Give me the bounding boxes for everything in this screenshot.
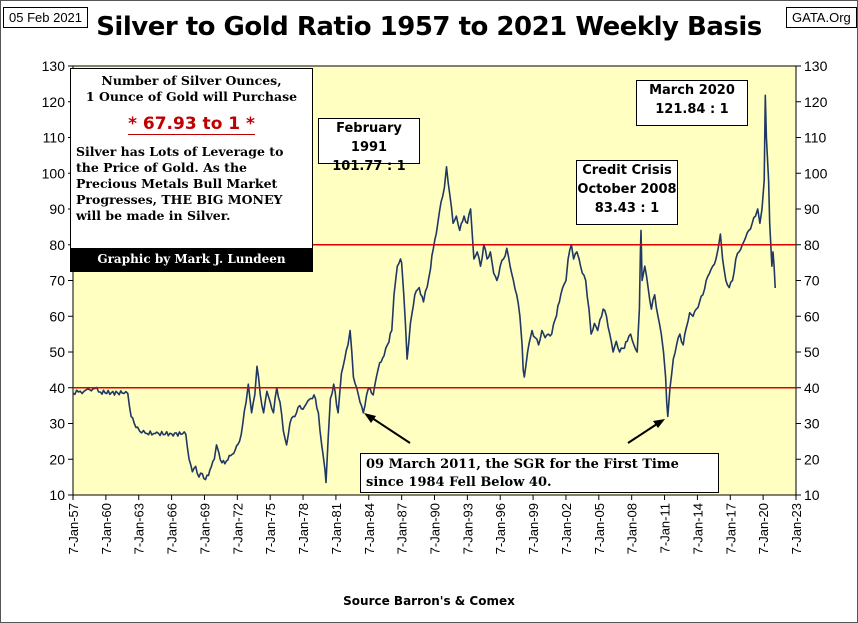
annotation-feb1991: February 1991 101.77 : 1 [318,118,420,174]
x-tick-label: 7-Jan-11 [658,503,673,553]
info-body-line: Precious Metals Bull Market [76,176,278,191]
x-tick-label: 7-Jan-72 [230,503,245,554]
y-tick-label-left: 90 [49,201,65,217]
x-tick-label: 7-Jan-05 [592,503,607,554]
info-heading-line-2: 1 Ounce of Gold will Purchase [85,89,298,104]
site-label: GATA.Org [786,7,857,28]
y-tick-label-right: 50 [804,344,820,360]
x-tick-label: 7-Jan-02 [559,503,574,554]
x-tick-label: 7-Jan-66 [165,503,180,554]
x-tick-label: 7-Jan-99 [526,503,541,554]
y-tick-label-left: 30 [49,416,65,432]
y-tick-label-right: 90 [804,201,820,217]
x-axis: 7-Jan-57 7-Jan-60 7-Jan-63 7-Jan-66 7-Jan-69… [66,495,804,554]
y-tick-label-right: 120 [804,94,828,110]
x-tick-label: 7-Jan-60 [99,503,114,554]
y-axis-left: 10 20 30 40 50 60 70 80 90 100 110 120 130 [42,58,73,503]
y-tick-label-right: 40 [804,380,820,396]
annotation-march2020-line1: March 2020 [649,83,735,98]
annotation-sgr2011-line2: since 1984 Fell Below 40. [366,475,552,490]
y-tick-label-left: 120 [42,94,66,110]
y-tick-label-right: 60 [804,308,820,324]
annotation-sgr2011: 09 March 2011, the SGR for the First Tim… [360,453,719,493]
y-tick-label-left: 110 [43,130,66,146]
arrow-1984 [368,415,411,444]
arrowhead-2011 [653,419,665,428]
info-heading: Number of Silver Ounces, 1 Ounce of Gold… [71,73,312,105]
y-tick-label-left: 100 [42,165,66,181]
x-tick-label: 7-Jan-81 [329,503,344,554]
x-tick-label: 7-Jan-20 [756,503,771,554]
current-ratio: * 67.93 to 1 * [71,114,312,135]
annotation-march2020-line2: 121.84 : 1 [655,102,729,117]
y-tick-label-right: 30 [804,416,820,432]
graphic-credit: Graphic by Mark J. Lundeen [71,248,312,271]
current-ratio-value: * 67.93 to 1 * [128,114,255,135]
y-tick-label-left: 10 [49,487,65,503]
y-axis-right: 10 20 30 40 50 60 70 80 90 100 110 120 130 [796,58,828,503]
info-body-line: Silver has Lots of Leverage to [76,144,284,159]
source-note: Source Barron's & Comex [343,594,515,608]
y-tick-label-left: 130 [42,58,66,74]
x-tick-label: 7-Jan-78 [296,503,311,554]
arrowhead-1984 [364,413,376,423]
date-label: 05 Feb 2021 [3,7,89,28]
x-tick-label: 7-Jan-96 [493,503,508,554]
info-body-line: will be made in Silver. [76,208,231,223]
y-tick-label-right: 110 [804,130,827,146]
annotation-sgr2011-line1: 09 March 2011, the SGR for the First Tim… [366,457,679,472]
y-tick-label-left: 20 [49,451,65,467]
x-tick-label: 7-Jan-08 [625,503,640,554]
y-tick-label-left: 50 [49,344,65,360]
annotation-march2020: March 2020 121.84 : 1 [636,80,748,126]
annotation-arrows [364,413,665,444]
x-tick-label: 7-Jan-57 [66,503,81,554]
x-tick-label: 7-Jan-93 [460,503,475,554]
series-group [72,94,776,484]
annotation-credit-crisis: Credit Crisis October 2008 83.43 : 1 [576,160,678,225]
x-tick-label: 7-Jan-63 [132,503,147,554]
info-body-line: Progresses, THE BIG MONEY [76,192,283,207]
info-body: Silver has Lots of Leverage to the Price… [76,144,312,224]
y-tick-label-right: 100 [804,165,828,181]
x-tick-label: 7-Jan-75 [263,503,278,554]
annotation-credit-crisis-line1: Credit Crisis [582,163,672,178]
y-tick-label-right: 80 [804,237,820,253]
annotation-credit-crisis-line2: October 2008 [577,182,677,197]
annotation-credit-crisis-line3: 83.43 : 1 [594,201,660,216]
arrow-2011 [627,421,661,444]
y-tick-label-left: 40 [49,380,65,396]
y-tick-label-left: 60 [49,308,65,324]
x-tick-label: 7-Jan-84 [362,503,377,554]
annotation-feb1991-line2: 101.77 : 1 [332,159,406,174]
x-tick-label: 7-Jan-90 [428,503,443,554]
series-line [72,94,776,484]
y-tick-label-right: 10 [804,487,820,503]
y-tick-label-left: 70 [49,273,65,289]
x-tick-label: 7-Jan-69 [197,503,212,554]
x-tick-label: 7-Jan-87 [395,503,410,554]
y-tick-label-left: 80 [49,237,65,253]
info-heading-line-1: Number of Silver Ounces, [101,73,282,88]
x-tick-label: 7-Jan-23 [789,503,804,554]
info-body-line: the Price of Gold. As the [76,160,247,175]
y-tick-label-right: 130 [804,58,828,74]
annotation-feb1991-line1: February 1991 [336,121,402,155]
y-tick-label-right: 20 [804,451,820,467]
y-tick-label-right: 70 [804,273,820,289]
info-box: Number of Silver Ounces, 1 Ounce of Gold… [70,68,313,272]
chart-title: Silver to Gold Ratio 1957 to 2021 Weekly… [96,12,762,42]
x-tick-label: 7-Jan-14 [690,503,705,554]
x-tick-label: 7-Jan-17 [723,503,738,554]
